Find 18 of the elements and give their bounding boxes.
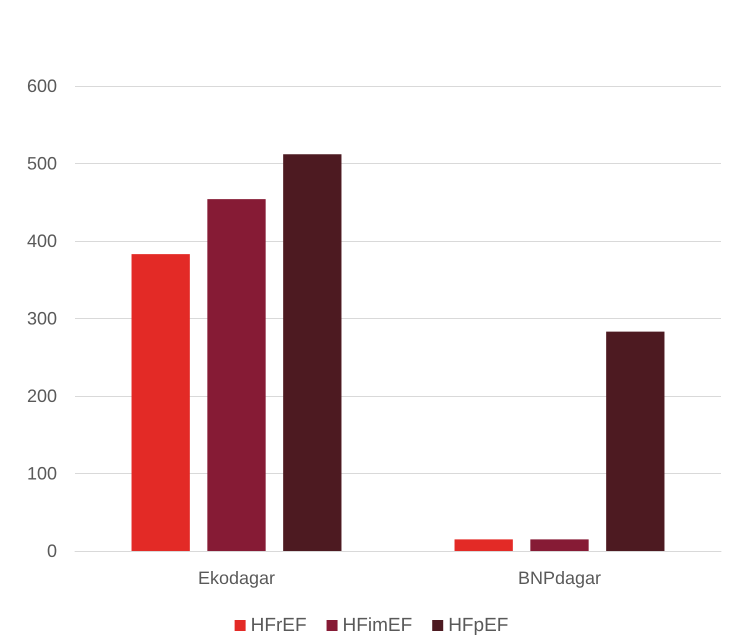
y-tick-label: 600 bbox=[26, 76, 57, 96]
bar bbox=[132, 254, 190, 551]
x-tick-label: Ekodagar bbox=[198, 568, 276, 588]
bar bbox=[606, 332, 664, 551]
y-tick-label: 400 bbox=[26, 231, 57, 251]
bar bbox=[454, 539, 513, 551]
legend-label: HFpEF bbox=[448, 615, 508, 636]
bar bbox=[530, 539, 589, 551]
legend-label: HFrEF bbox=[250, 615, 307, 636]
x-tick-label: BNPdagar bbox=[518, 568, 602, 588]
bar bbox=[207, 199, 266, 551]
y-tick-label: 200 bbox=[26, 386, 57, 406]
y-tick-label: 300 bbox=[26, 308, 57, 328]
y-tick-label: 0 bbox=[46, 541, 57, 561]
bar bbox=[283, 154, 342, 551]
y-tick-label: 500 bbox=[26, 154, 57, 174]
legend-label: HFimEF bbox=[342, 615, 412, 636]
y-tick-label: 100 bbox=[26, 464, 57, 484]
